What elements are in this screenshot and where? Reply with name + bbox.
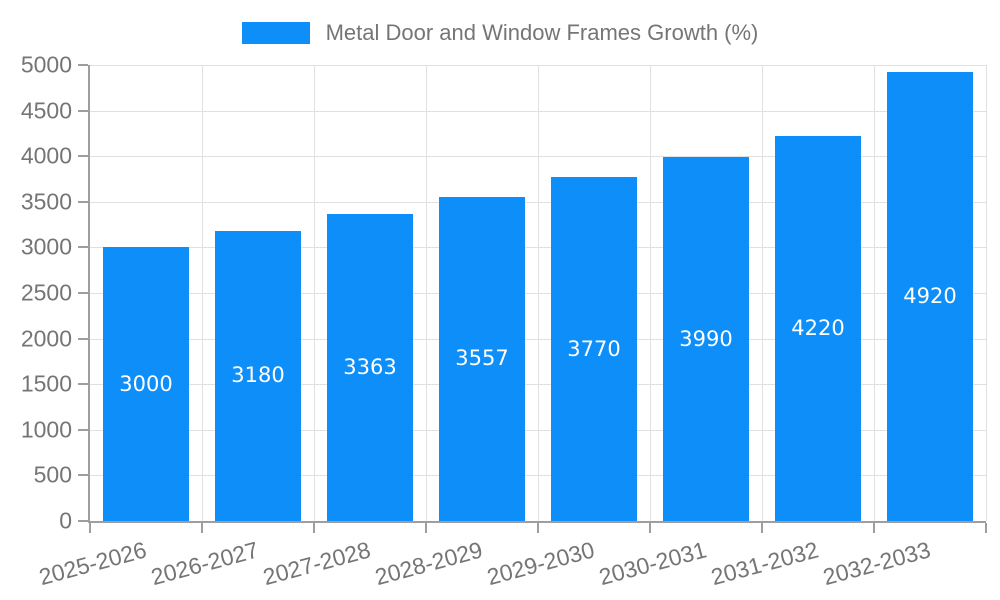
y-tick-label: 1000: [20, 416, 72, 443]
bar: 4220: [775, 136, 861, 521]
y-tick-label: 5000: [20, 51, 72, 78]
x-tick-mark: [313, 523, 315, 533]
y-tick-label: 3000: [20, 233, 72, 260]
x-tick-mark: [649, 523, 651, 533]
y-tick-label: 4000: [20, 142, 72, 169]
y-tick-label: 4500: [20, 97, 72, 124]
v-gridline: [426, 65, 427, 521]
bar: 3363: [327, 214, 413, 521]
y-tick-mark: [78, 64, 88, 66]
x-tick-mark: [761, 523, 763, 533]
bar-value-label: 3000: [119, 371, 173, 396]
y-tick-mark: [78, 155, 88, 158]
legend-swatch: [241, 22, 310, 44]
v-gridline: [650, 65, 651, 521]
bar: 3990: [663, 157, 749, 521]
legend: Metal Door and Window Frames Growth (%): [0, 20, 1000, 46]
y-tick-label: 3500: [20, 188, 72, 215]
y-tick-mark: [78, 520, 88, 522]
plot-area: 0 500 1000 1500 2000 2500 3000 3500 4000 4500 5000…: [21, 53, 987, 590]
y-tick-mark: [78, 474, 88, 477]
x-tick-mark: [985, 523, 987, 533]
y-tick-label: 500: [33, 461, 72, 488]
v-gridline: [986, 65, 987, 521]
v-gridline: [314, 65, 315, 521]
bar-value-label: 3180: [231, 363, 285, 388]
bar-value-label: 3770: [567, 336, 621, 361]
x-tick-mark: [537, 523, 539, 533]
y-tick-mark: [78, 109, 88, 112]
y-tick-label: 2500: [20, 279, 72, 306]
x-tick-mark: [425, 523, 427, 533]
v-gridline: [202, 65, 203, 521]
x-tick-label: 2025-2026: [36, 536, 150, 591]
y-tick-mark: [78, 383, 88, 386]
y-tick-mark: [78, 246, 88, 249]
x-tick-label: 2027-2028: [260, 536, 374, 591]
bar-value-label: 3990: [679, 326, 733, 351]
x-tick-mark: [201, 523, 203, 533]
x-tick-label: 2029-2030: [484, 536, 598, 591]
bar: 4920: [887, 72, 973, 521]
y-tick-mark: [78, 292, 88, 294]
y-tick-label: 1500: [20, 370, 72, 397]
v-gridline: [874, 65, 875, 521]
y-tick-label: 2000: [20, 325, 72, 352]
bar-value-label: 4220: [791, 316, 845, 341]
legend-label: Metal Door and Window Frames Growth (%): [325, 20, 759, 45]
bar-value-label: 4920: [903, 284, 957, 309]
x-tick-label: 2032-2033: [820, 536, 934, 591]
y-tick-mark: [78, 428, 88, 431]
x-tick-mark: [873, 523, 875, 533]
bar: 3180: [215, 230, 301, 521]
bar: 3557: [439, 196, 525, 521]
bar: 3000: [103, 247, 189, 521]
x-tick-label: 2028-2029: [372, 536, 486, 591]
x-tick-label: 2030-2031: [596, 536, 710, 591]
bar-value-label: 3557: [455, 346, 509, 371]
v-gridline: [538, 65, 539, 521]
x-tick-label: 2031-2032: [708, 536, 822, 591]
bar: 3770: [551, 177, 637, 521]
x-tick-label: 2026-2027: [148, 536, 262, 591]
x-tick-mark: [89, 523, 91, 533]
y-tick-mark: [78, 337, 88, 340]
v-gridline: [762, 65, 763, 521]
bar-value-label: 3363: [343, 355, 397, 380]
y-tick-label: 0: [59, 507, 72, 534]
y-tick-mark: [78, 200, 88, 203]
